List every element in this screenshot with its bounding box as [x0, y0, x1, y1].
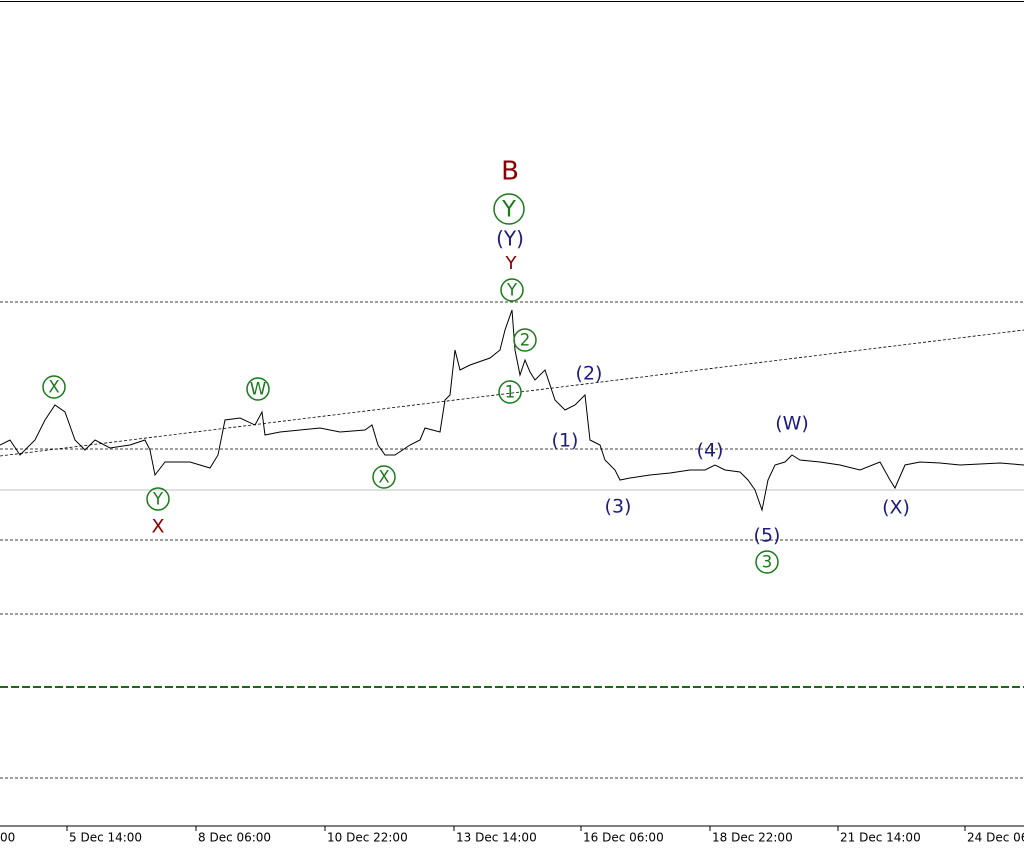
x-tick-label: 10 Dec 22:00 [327, 831, 408, 845]
wave-label: (X) [882, 497, 910, 519]
price-line [0, 309, 1024, 512]
wave-label: B [501, 157, 519, 187]
x-tick-label: 13 Dec 14:00 [456, 831, 537, 845]
wave-label: (W) [775, 413, 809, 435]
wave-label: Y [506, 281, 518, 300]
wave-label: W [250, 380, 266, 399]
x-tick-label: 18 Dec 22:00 [712, 831, 793, 845]
x-tick-label: 24 Dec 06 [967, 831, 1024, 845]
x-tick-label: 5 Dec 14:00 [69, 831, 142, 845]
wave-label: Y [505, 253, 518, 274]
wave-circle [42, 375, 66, 399]
wave-label: Y [501, 197, 516, 223]
wave-circle [146, 487, 170, 511]
trend-line [0, 329, 1024, 457]
wave-circle [755, 550, 779, 574]
wave-label: Y [152, 490, 164, 509]
wave-label: (1) [552, 430, 579, 452]
wave-circle [500, 278, 524, 302]
wave-label: 2 [520, 331, 531, 350]
wave-label: 1 [505, 383, 516, 402]
wave-label: X [378, 468, 389, 487]
wave-label: (3) [605, 496, 632, 518]
wave-label: 3 [762, 553, 773, 572]
wave-label: (4) [697, 440, 724, 462]
wave-label: (5) [754, 525, 781, 547]
wave-circle [498, 380, 522, 404]
wave-circle [493, 193, 525, 225]
wave-label: (2) [576, 363, 603, 385]
wave-label: (Y) [496, 227, 524, 251]
wave-label: X [151, 516, 164, 538]
x-tick-label: 8 Dec 06:00 [198, 831, 271, 845]
wave-circle [372, 465, 396, 489]
wave-label: X [48, 378, 59, 397]
x-tick-label: 21 Dec 14:00 [840, 831, 921, 845]
wave-circle [513, 328, 537, 352]
x-tick-label: 00 [0, 831, 15, 845]
level-lines [0, 301, 1024, 779]
wave-circle [246, 377, 270, 401]
x-tick-label: 16 Dec 06:00 [583, 831, 664, 845]
